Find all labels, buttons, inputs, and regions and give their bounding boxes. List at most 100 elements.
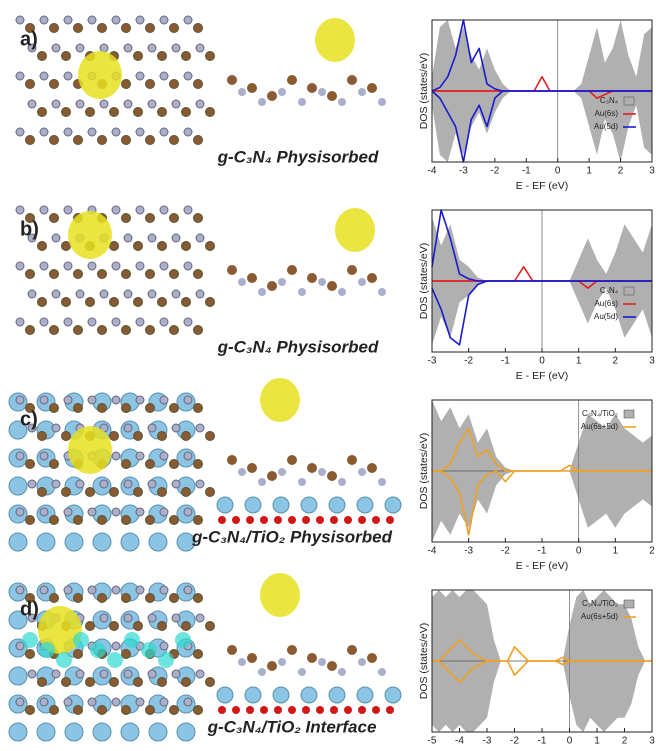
c-atom — [86, 678, 95, 687]
c-atom — [86, 622, 95, 631]
x-tick-label: -2 — [510, 736, 519, 747]
n-atom — [100, 670, 108, 678]
ti-atom — [329, 497, 345, 513]
c-atom — [182, 622, 191, 631]
o-atom — [316, 516, 324, 524]
c-atom — [62, 488, 71, 497]
c-atom — [98, 24, 107, 33]
n-atom — [298, 478, 306, 486]
n-atom — [112, 206, 120, 214]
c-atom — [347, 455, 357, 465]
c-atom — [170, 460, 179, 469]
x-tick-label: 1 — [576, 356, 582, 367]
x-tick-label: 1 — [594, 736, 600, 747]
c-atom — [170, 270, 179, 279]
c-atom — [146, 24, 155, 33]
c-atom — [74, 326, 83, 335]
ti-atom — [65, 533, 83, 551]
c-atom — [62, 108, 71, 117]
ti-atom — [93, 723, 111, 741]
n-atom — [88, 508, 96, 516]
c-atom — [182, 678, 191, 687]
n-atom — [112, 586, 120, 594]
c-atom — [146, 326, 155, 335]
c-atom — [182, 298, 191, 307]
c-atom — [122, 594, 131, 603]
n-atom — [184, 452, 192, 460]
n-atom — [148, 424, 156, 432]
n-atom — [238, 88, 246, 96]
n-atom — [16, 586, 24, 594]
n-atom — [196, 480, 204, 488]
ti-atom — [217, 687, 233, 703]
charge-density — [56, 652, 72, 668]
x-tick-label: 3 — [649, 356, 655, 367]
n-atom — [64, 16, 72, 24]
legend-label: Au(5d) — [594, 312, 618, 321]
c-atom — [170, 706, 179, 715]
o-atom — [288, 706, 296, 714]
n-atom — [16, 452, 24, 460]
c-atom — [50, 24, 59, 33]
c-atom — [134, 622, 143, 631]
n-atom — [358, 468, 366, 476]
c-atom — [134, 242, 143, 251]
c-atom — [38, 108, 47, 117]
c-atom — [267, 281, 277, 291]
n-atom — [160, 396, 168, 404]
c-atom — [122, 706, 131, 715]
n-atom — [378, 478, 386, 486]
c-atom — [38, 488, 47, 497]
c-atom — [182, 242, 191, 251]
c-atom — [367, 463, 377, 473]
c-atom — [206, 298, 215, 307]
n-atom — [298, 98, 306, 106]
x-tick-label: -3 — [483, 736, 492, 747]
c-atom — [158, 678, 167, 687]
n-atom — [112, 318, 120, 326]
ti-atom — [121, 723, 139, 741]
structure-image — [9, 573, 401, 741]
x-tick-label: 0 — [555, 166, 561, 177]
n-atom — [16, 396, 24, 404]
c-atom — [134, 108, 143, 117]
n-atom — [184, 698, 192, 706]
c-atom — [170, 80, 179, 89]
c-atom — [50, 594, 59, 603]
n-atom — [52, 44, 60, 52]
c-atom — [86, 488, 95, 497]
x-tick-label: -1 — [538, 736, 547, 747]
ti-atom — [385, 497, 401, 513]
c-atom — [158, 432, 167, 441]
c-atom — [287, 265, 297, 275]
n-atom — [28, 100, 36, 108]
c-atom — [146, 136, 155, 145]
o-atom — [288, 516, 296, 524]
c-atom — [146, 214, 155, 223]
n-atom — [76, 100, 84, 108]
n-atom — [124, 290, 132, 298]
n-atom — [16, 318, 24, 326]
c-atom — [287, 645, 297, 655]
legend-label: C₃N₄ — [600, 286, 618, 295]
ti-atom — [37, 533, 55, 551]
c-atom — [287, 455, 297, 465]
n-atom — [112, 262, 120, 270]
ti-atom — [121, 533, 139, 551]
n-atom — [40, 452, 48, 460]
charge-density — [78, 51, 122, 99]
n-atom — [124, 480, 132, 488]
c-atom — [26, 706, 35, 715]
n-atom — [16, 698, 24, 706]
c-atom — [182, 432, 191, 441]
n-atom — [76, 290, 84, 298]
c-atom — [98, 516, 107, 525]
n-atom — [64, 508, 72, 516]
c-atom — [170, 594, 179, 603]
n-atom — [28, 480, 36, 488]
x-tick-label: 1 — [586, 166, 592, 177]
n-atom — [148, 614, 156, 622]
charge-density — [124, 632, 140, 648]
n-atom — [52, 670, 60, 678]
o-atom — [218, 706, 226, 714]
